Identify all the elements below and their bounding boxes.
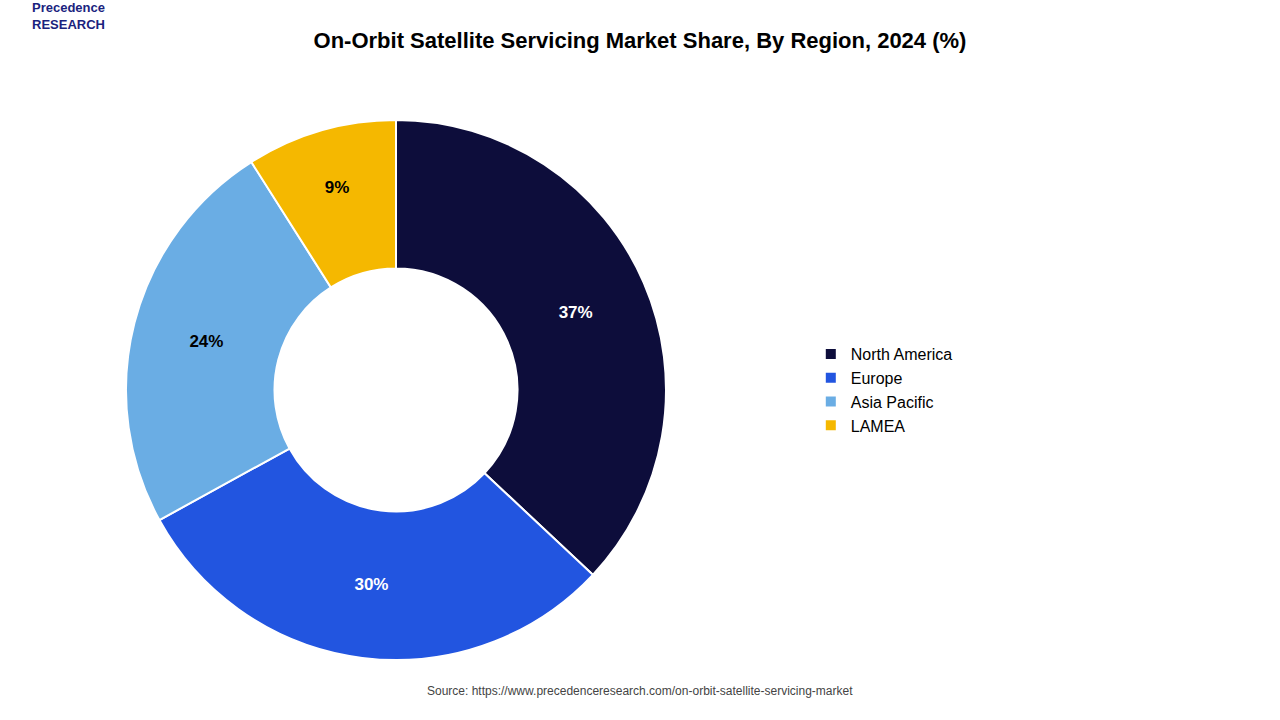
svg-text:LAMEA: LAMEA <box>851 418 906 435</box>
svg-text:Asia Pacific: Asia Pacific <box>851 394 934 411</box>
svg-text:37%: 37% <box>559 303 593 322</box>
svg-text:Source: https://www.precedence: Source: https://www.precedenceresearch.c… <box>427 684 853 698</box>
svg-text:North America: North America <box>851 346 952 363</box>
svg-text:24%: 24% <box>189 332 223 351</box>
svg-text:30%: 30% <box>354 575 388 594</box>
svg-text:PrecedenceRESEARCH: PrecedenceRESEARCH <box>32 0 105 32</box>
svg-text:Europe: Europe <box>851 370 903 387</box>
svg-text:9%: 9% <box>325 178 350 197</box>
svg-text:On-Orbit Satellite Servicing M: On-Orbit Satellite Servicing Market Shar… <box>314 28 967 53</box>
